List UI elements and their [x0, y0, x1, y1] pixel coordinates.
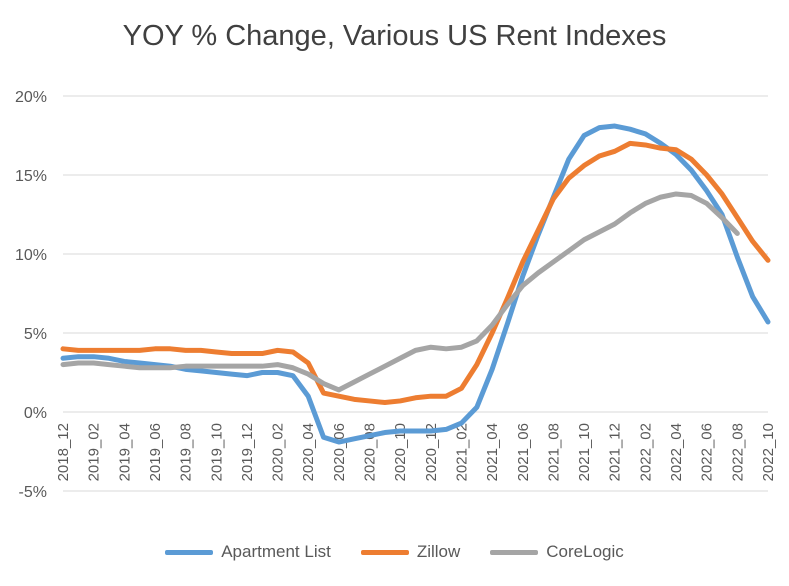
x-tick-label: 2022_08 — [729, 423, 746, 481]
x-tick-label: 2021_12 — [607, 423, 624, 481]
x-tick-label: 2020_12 — [423, 423, 440, 481]
x-tick-label: 2021_08 — [545, 423, 562, 481]
series-line-zillow — [60, 140, 771, 406]
legend-label-corelogic: CoreLogic — [546, 542, 624, 561]
x-tick-label: 2022_06 — [699, 423, 716, 481]
x-tick-label: 2020_10 — [392, 423, 409, 481]
x-tick-label: 2021_02 — [453, 423, 470, 481]
legend-swatch-apartment-list — [165, 549, 214, 555]
legend-label-apartment-list: Apartment List — [221, 542, 331, 561]
legend-swatch-zillow — [360, 549, 409, 555]
series-line-apartment-list — [60, 123, 771, 445]
x-tick-label: 2020_02 — [270, 423, 287, 481]
chart-legend: Apartment List Zillow CoreLogic — [0, 542, 789, 562]
x-tick-label: 2019_12 — [239, 423, 256, 481]
y-tick-label: 0% — [24, 405, 47, 422]
x-tick-label: 2022_02 — [637, 423, 654, 481]
legend-label-zillow: Zillow — [416, 542, 461, 561]
x-tick-label: 2020_04 — [300, 423, 317, 481]
x-tick-label: 2020_06 — [331, 423, 348, 481]
y-tick-label: 10% — [15, 247, 47, 264]
x-tick-label: 2022_10 — [760, 423, 777, 481]
y-tick-label: -5% — [19, 484, 47, 501]
x-tick-label: 2022_04 — [668, 423, 685, 481]
x-tick-label: 2021_06 — [515, 423, 532, 481]
x-tick-label: 2019_02 — [86, 423, 103, 481]
y-tick-label: 15% — [15, 168, 47, 185]
x-tick-label: 2021_04 — [484, 423, 501, 481]
x-tick-label: 2020_08 — [362, 423, 379, 481]
x-tick-label: 2019_08 — [178, 423, 195, 481]
y-tick-label: 5% — [24, 326, 47, 343]
x-tick-label: 2021_10 — [576, 423, 593, 481]
legend-item-apartment-list: Apartment List — [165, 542, 331, 562]
x-tick-label: 2019_10 — [208, 423, 225, 481]
y-tick-label: 20% — [15, 89, 47, 106]
legend-item-corelogic: CoreLogic — [490, 542, 624, 562]
chart-title: YOY % Change, Various US Rent Indexes — [122, 20, 667, 52]
series-line-corelogic — [60, 191, 740, 393]
legend-item-zillow: Zillow — [360, 542, 461, 562]
x-tick-label: 2019_06 — [147, 423, 164, 481]
legend-swatch-corelogic — [490, 549, 539, 555]
x-tick-label: 2019_04 — [116, 423, 133, 481]
x-tick-label: 2018_12 — [55, 423, 72, 481]
